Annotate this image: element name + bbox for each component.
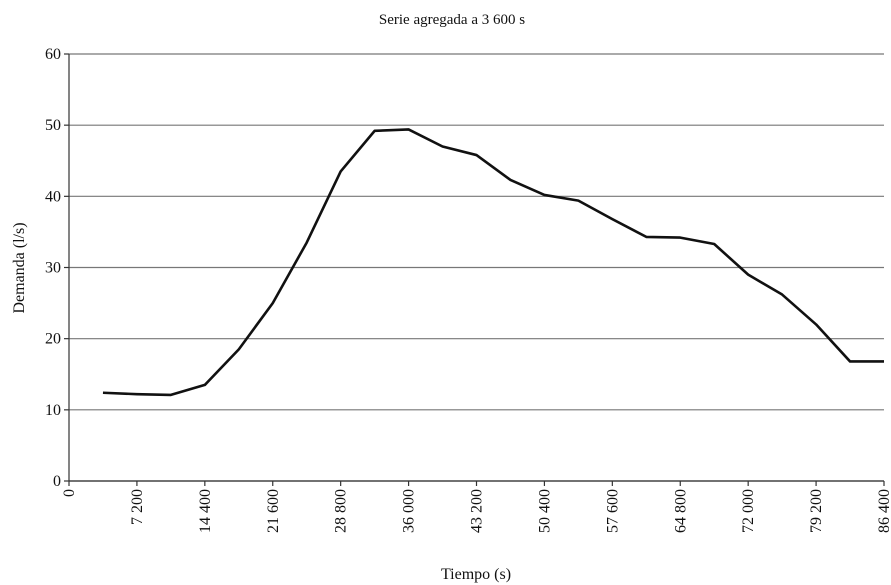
x-tick-label: 43 200 xyxy=(469,489,486,533)
x-tick-label: 57 600 xyxy=(604,489,621,533)
y-axis-label: Demanda (l/s) xyxy=(11,222,28,313)
x-tick-label: 72 000 xyxy=(740,489,757,533)
y-tick-label: 0 xyxy=(53,473,61,490)
y-tick-label: 50 xyxy=(45,117,61,134)
x-tick-label: 86 400 xyxy=(876,489,891,533)
x-tick-label: 64 800 xyxy=(672,489,689,533)
y-tick-label: 20 xyxy=(45,331,61,348)
x-tick-label: 0 xyxy=(61,489,78,497)
line xyxy=(102,128,884,397)
y-tick-label: 60 xyxy=(45,46,61,63)
x-axis-label: Tiempo (s) xyxy=(441,566,511,583)
x-tick-label: 79 200 xyxy=(808,489,825,533)
chart-title: Serie agregada a 3 600 s xyxy=(379,12,525,28)
x-tick-label: 28 800 xyxy=(333,489,350,533)
y-tick-label: 10 xyxy=(45,402,61,419)
x-tick-label: 21 600 xyxy=(265,489,282,533)
x-tick-label: 7 200 xyxy=(129,489,146,525)
x-tick-label: 50 400 xyxy=(536,489,553,533)
y-tick-label: 30 xyxy=(45,260,61,277)
y-tick-label: 40 xyxy=(45,188,61,205)
x-tick-label: 14 400 xyxy=(197,489,214,533)
x-tick-label: 36 000 xyxy=(401,489,418,533)
